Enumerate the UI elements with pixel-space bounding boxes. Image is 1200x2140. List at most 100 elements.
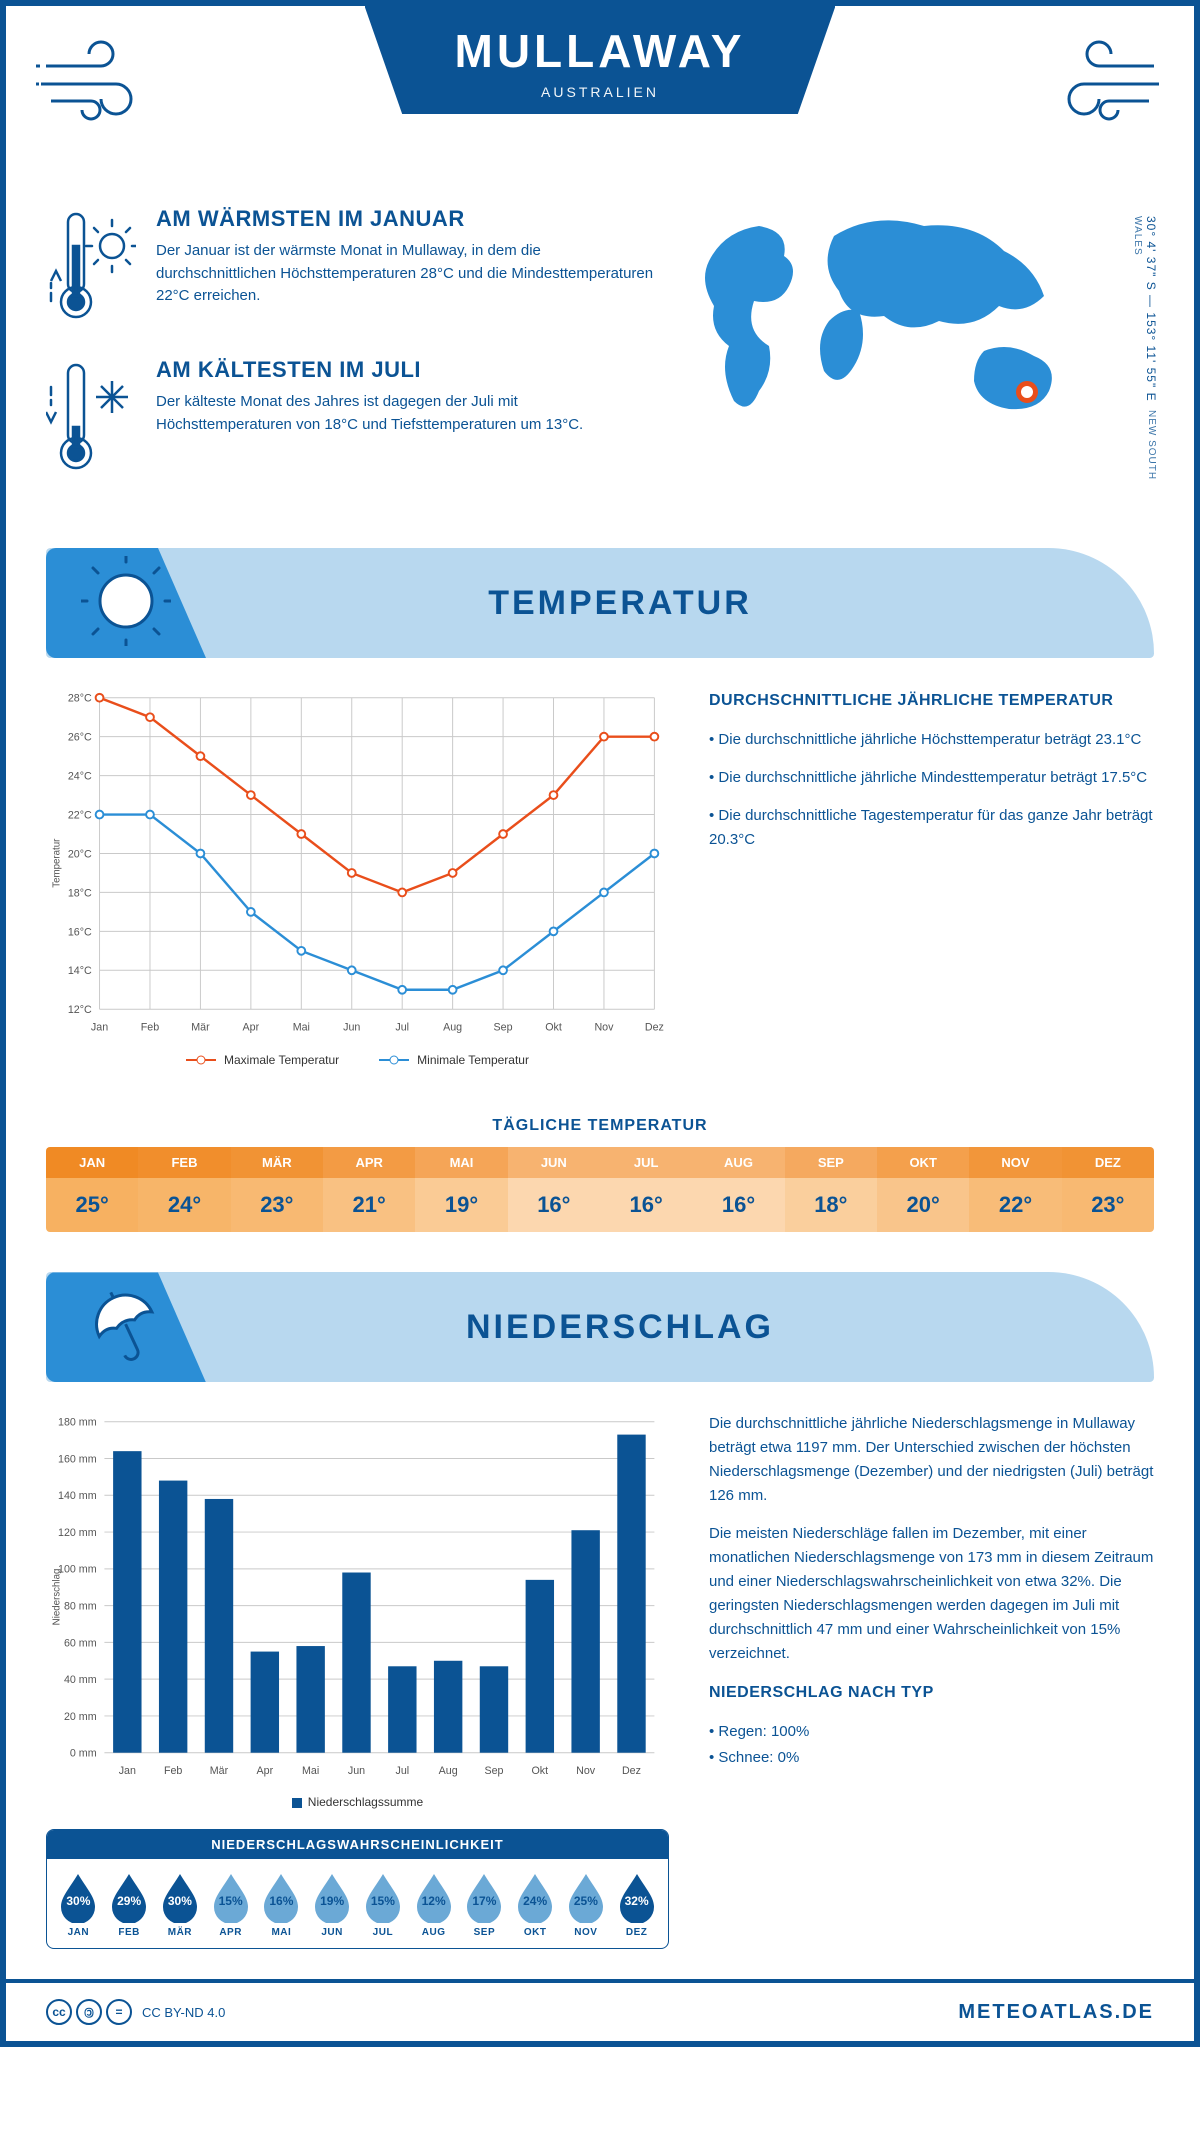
header: MULLAWAY AUSTRALIEN bbox=[6, 6, 1194, 206]
infographic-frame: MULLAWAY AUSTRALIEN bbox=[0, 0, 1200, 2047]
daily-header: DEZ bbox=[1062, 1147, 1154, 1178]
world-map-icon bbox=[684, 206, 1104, 446]
daily-value: 21° bbox=[323, 1178, 415, 1232]
precip-prob-item: 15%JUL bbox=[358, 1871, 409, 1938]
svg-text:Dez: Dez bbox=[645, 1022, 664, 1034]
svg-text:140 mm: 140 mm bbox=[58, 1491, 97, 1503]
svg-text:Jan: Jan bbox=[119, 1766, 136, 1778]
daily-temperature-table: JANFEBMÄRAPRMAIJUNJULAUGSEPOKTNOVDEZ25°2… bbox=[46, 1147, 1154, 1232]
temperature-section-header: TEMPERATUR bbox=[46, 548, 1154, 658]
daily-value: 16° bbox=[692, 1178, 784, 1232]
svg-text:60 mm: 60 mm bbox=[64, 1638, 97, 1650]
daily-temp-title: TÄGLICHE TEMPERATUR bbox=[6, 1117, 1194, 1135]
precip-prob-item: 19%JUN bbox=[307, 1871, 358, 1938]
svg-text:Aug: Aug bbox=[443, 1022, 462, 1034]
daily-value: 25° bbox=[46, 1178, 138, 1232]
umbrella-icon bbox=[85, 1284, 167, 1371]
svg-text:Sep: Sep bbox=[484, 1766, 503, 1778]
daily-header: FEB bbox=[138, 1147, 230, 1178]
svg-text:18°C: 18°C bbox=[68, 887, 92, 899]
daily-value: 18° bbox=[785, 1178, 877, 1232]
temperature-summary: DURCHSCHNITTLICHE JÄHRLICHE TEMPERATUR •… bbox=[709, 688, 1154, 1067]
daily-value: 22° bbox=[969, 1178, 1061, 1232]
coldest-block: AM KÄLTESTEN IM JULI Der kälteste Monat … bbox=[46, 357, 654, 482]
svg-text:Mär: Mär bbox=[210, 1766, 229, 1778]
coordinates-label: 30° 4' 37" S — 153° 11' 55" E NEW SOUTH … bbox=[1130, 216, 1158, 508]
svg-text:120 mm: 120 mm bbox=[58, 1527, 97, 1539]
svg-text:Jan: Jan bbox=[91, 1022, 108, 1034]
precip-prob-item: 17%SEP bbox=[459, 1871, 510, 1938]
daily-value: 16° bbox=[600, 1178, 692, 1232]
coldest-title: AM KÄLTESTEN IM JULI bbox=[156, 357, 654, 383]
page-subtitle: AUSTRALIEN bbox=[455, 84, 746, 100]
daily-header: MÄR bbox=[231, 1147, 323, 1178]
daily-header: AUG bbox=[692, 1147, 784, 1178]
sun-icon bbox=[81, 556, 171, 651]
thermometer-hot-icon bbox=[46, 206, 136, 331]
svg-text:20 mm: 20 mm bbox=[64, 1711, 97, 1723]
svg-text:Okt: Okt bbox=[531, 1766, 548, 1778]
svg-text:14°C: 14°C bbox=[68, 965, 92, 977]
svg-text:20°C: 20°C bbox=[68, 848, 92, 860]
daily-header: APR bbox=[323, 1147, 415, 1178]
daily-value: 23° bbox=[231, 1178, 323, 1232]
footer: cc🄯= CC BY-ND 4.0 METEOATLAS.DE bbox=[6, 1979, 1194, 2041]
daily-header: JUL bbox=[600, 1147, 692, 1178]
intro-section: AM WÄRMSTEN IM JANUAR Der Januar ist der… bbox=[6, 206, 1194, 538]
svg-text:Temperatur: Temperatur bbox=[52, 838, 63, 888]
svg-text:Sep: Sep bbox=[494, 1022, 513, 1034]
svg-text:80 mm: 80 mm bbox=[64, 1601, 97, 1613]
svg-text:Nov: Nov bbox=[576, 1766, 596, 1778]
svg-text:Mai: Mai bbox=[293, 1022, 310, 1034]
svg-text:Apr: Apr bbox=[257, 1766, 274, 1778]
daily-value: 19° bbox=[415, 1178, 507, 1232]
license-label: cc🄯= CC BY-ND 4.0 bbox=[46, 1999, 225, 2025]
precip-summary: Die durchschnittliche jährliche Niedersc… bbox=[709, 1412, 1154, 1949]
precip-prob-item: 16%MAI bbox=[256, 1871, 307, 1938]
precip-prob-item: 30%MÄR bbox=[155, 1871, 206, 1938]
precip-prob-item: 30%JAN bbox=[53, 1871, 104, 1938]
world-map-block: 30° 4' 37" S — 153° 11' 55" E NEW SOUTH … bbox=[684, 206, 1154, 508]
location-marker-icon bbox=[1016, 381, 1038, 403]
precip-prob-item: 32%DEZ bbox=[611, 1871, 662, 1938]
daily-header: JUN bbox=[508, 1147, 600, 1178]
svg-text:Jun: Jun bbox=[343, 1022, 360, 1034]
site-name: METEOATLAS.DE bbox=[958, 2001, 1154, 2024]
svg-text:Mai: Mai bbox=[302, 1766, 319, 1778]
daily-value: 20° bbox=[877, 1178, 969, 1232]
daily-header: SEP bbox=[785, 1147, 877, 1178]
svg-text:Jul: Jul bbox=[395, 1022, 409, 1034]
precip-prob-item: 12%AUG bbox=[408, 1871, 459, 1938]
warmest-block: AM WÄRMSTEN IM JANUAR Der Januar ist der… bbox=[46, 206, 654, 331]
daily-value: 24° bbox=[138, 1178, 230, 1232]
thermometer-cold-icon bbox=[46, 357, 136, 482]
svg-text:16°C: 16°C bbox=[68, 926, 92, 938]
daily-header: MAI bbox=[415, 1147, 507, 1178]
svg-text:Dez: Dez bbox=[622, 1766, 641, 1778]
svg-text:26°C: 26°C bbox=[68, 732, 92, 744]
coldest-text: Der kälteste Monat des Jahres ist dagege… bbox=[156, 391, 654, 436]
precip-prob-item: 15%APR bbox=[205, 1871, 256, 1938]
svg-text:Okt: Okt bbox=[545, 1022, 562, 1034]
svg-text:180 mm: 180 mm bbox=[58, 1417, 97, 1429]
warmest-text: Der Januar ist der wärmste Monat in Mull… bbox=[156, 240, 654, 308]
precip-title: NIEDERSCHLAG bbox=[206, 1308, 1034, 1347]
svg-text:22°C: 22°C bbox=[68, 809, 92, 821]
precip-section-header: NIEDERSCHLAG bbox=[46, 1272, 1154, 1382]
svg-text:Nov: Nov bbox=[594, 1022, 614, 1034]
svg-text:160 mm: 160 mm bbox=[58, 1454, 97, 1466]
svg-text:Apr: Apr bbox=[243, 1022, 260, 1034]
temperature-title: TEMPERATUR bbox=[206, 584, 1034, 623]
wind-icon-right bbox=[1044, 36, 1164, 131]
svg-text:12°C: 12°C bbox=[68, 1004, 92, 1016]
precip-prob-item: 29%FEB bbox=[104, 1871, 155, 1938]
title-banner: MULLAWAY AUSTRALIEN bbox=[365, 6, 836, 114]
daily-header: NOV bbox=[969, 1147, 1061, 1178]
svg-text:28°C: 28°C bbox=[68, 693, 92, 705]
svg-text:Feb: Feb bbox=[164, 1766, 182, 1778]
daily-value: 16° bbox=[508, 1178, 600, 1232]
svg-text:Mär: Mär bbox=[191, 1022, 210, 1034]
precip-prob-item: 24%OKT bbox=[510, 1871, 561, 1938]
svg-text:0 mm: 0 mm bbox=[70, 1748, 97, 1760]
daily-header: JAN bbox=[46, 1147, 138, 1178]
